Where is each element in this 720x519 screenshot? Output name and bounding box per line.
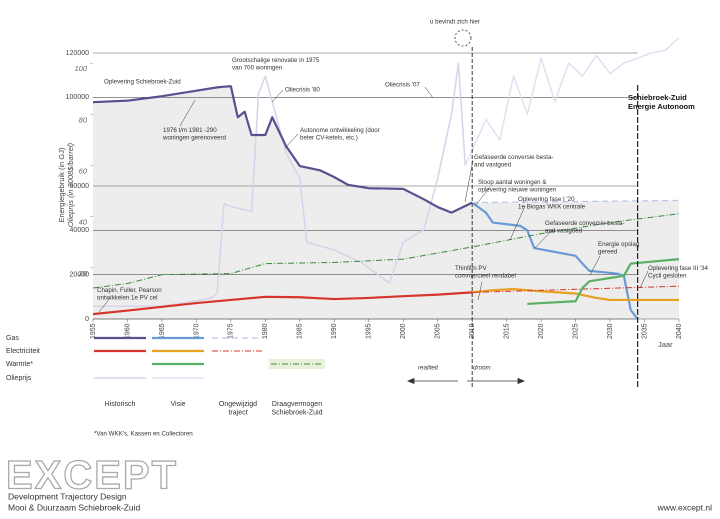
arrows — [406, 29, 526, 385]
footer-subtitle: Mooi & Duurzaam Schiebroek-Zuid — [8, 502, 141, 512]
leader-line — [477, 281, 483, 301]
y2-tick-label: 80 — [79, 115, 88, 124]
annotation: Gefaseerde conversie besta-and vastgoed — [545, 220, 624, 234]
x-tick-label: 1980 — [262, 323, 269, 339]
plot: 0200004000060000100000120000204060801001… — [6, 19, 709, 417]
x-tick-label: 1970 — [193, 323, 200, 339]
x-tick-label: 2015 — [503, 323, 510, 339]
area — [93, 86, 473, 319]
leader-line — [98, 297, 111, 313]
leader-line — [589, 255, 601, 276]
series-line — [92, 85, 473, 214]
leader-line — [179, 99, 196, 127]
footer-title: Development Trajectory Design — [8, 491, 127, 501]
y2-axis-title: Olieprijs (in 2008$/barrel) — [66, 142, 75, 227]
y-tick-label: 0 — [85, 316, 89, 323]
arrow-head — [517, 377, 526, 385]
leader-line — [534, 228, 554, 249]
x-tick-label: 1995 — [366, 323, 373, 339]
series-line — [92, 291, 473, 316]
leader-line — [474, 186, 491, 207]
leader-line — [284, 133, 299, 149]
leader-line — [424, 86, 434, 99]
leader-line — [639, 270, 649, 289]
x-axis-title: Jaar — [658, 340, 673, 349]
x-tick-label: 2020 — [538, 323, 545, 339]
annotation: u bevindt zich hier — [430, 19, 480, 26]
x-tick-label: 2040 — [676, 323, 683, 339]
y-tick-label: 40000 — [70, 227, 90, 234]
y-tick-label: 20000 — [70, 272, 90, 279]
annotation: Oliecrisis '80 — [285, 87, 320, 94]
reality-label: realiteit — [418, 365, 438, 372]
annotation: Gefaseerde conversie besta-and vastgoed — [474, 154, 553, 168]
y2-tick-label: 40 — [79, 218, 88, 227]
x-tick-label: 2025 — [572, 323, 579, 339]
annotation: Oliecrisis '07 — [385, 82, 420, 89]
y-tick-label: 60000 — [70, 183, 90, 190]
leader-line — [509, 205, 526, 241]
annotation: Grootschalige renovatie in 1975 van 700 w… — [232, 57, 320, 71]
x-tick-label: 1985 — [297, 323, 304, 339]
annotation: Thinfilm PV commercieel rendabel — [455, 265, 516, 279]
series-line — [472, 285, 680, 293]
series-line — [464, 37, 680, 166]
annotation: Oplevering fase I '20 1e Biogas WKK centr… — [518, 196, 586, 210]
x-tick-label: 2030 — [607, 323, 614, 339]
x-tick-label: 1990 — [331, 323, 338, 339]
legend-column-label: Ongewijzigd traject — [219, 401, 257, 416]
y-axis-title: Energiegebruik (in GJ) — [57, 147, 66, 223]
series-line — [527, 258, 680, 306]
footnote: *Van WKK's, Kassen en Collectoren — [94, 431, 193, 438]
x-tick-label: 2000 — [400, 323, 407, 339]
logo: EXCEPT — [6, 454, 178, 498]
x-tick-label: 2005 — [435, 323, 442, 339]
series-line — [472, 199, 680, 204]
annotation: Oplevering Schiebroek-Zuid — [104, 79, 181, 86]
legend-row-label: Electriciteit — [6, 348, 40, 355]
dream-label: droom — [473, 365, 491, 372]
x-tick-label: 2035 — [641, 323, 648, 339]
autonomy-label: Schiebroek-Zuid Energie Autonoom — [628, 93, 695, 111]
legend-row-label: Gas — [6, 335, 19, 342]
y2-tick-label: 60 — [79, 167, 88, 176]
legend-column-label: Draagvermogen Schiebroek-Zuid — [272, 401, 323, 416]
annotation: Sloop aantal woningen & oplevering nieuwe… — [478, 179, 557, 193]
legend-row-label: Warmte* — [6, 361, 33, 368]
annotation: Chapin, Fuller, Pearson ontwikkelen 1e PV… — [97, 287, 162, 301]
legend-column-label: Visie — [170, 401, 185, 408]
x-tick-label: 1975 — [228, 323, 235, 339]
x-tick-label: 1965 — [159, 323, 166, 339]
leader-line — [464, 159, 474, 203]
y-tick-label: 120000 — [66, 50, 89, 57]
leader-line — [271, 89, 284, 103]
series-line — [92, 213, 680, 289]
legend-column-label: Historisch — [105, 401, 136, 408]
annotation: Autonome ontwikkeling (door beter CV-kete… — [300, 127, 380, 141]
y-tick-label: 100000 — [66, 94, 89, 101]
legend-row-label: Olieprijs — [6, 375, 32, 382]
x-tick-label: 1955 — [90, 323, 97, 339]
y2-tick-label: 20 — [78, 269, 88, 278]
here-circle — [454, 29, 472, 47]
series-line — [472, 287, 679, 302]
footer-url: www.except.nl — [657, 502, 712, 512]
x-tick-label: 1960 — [124, 323, 131, 339]
annotation: Energie opslag gereed — [598, 241, 640, 255]
annotation: Oplevering fase III '34 Cycli gesloten — [648, 265, 709, 279]
arrow-head — [406, 377, 415, 385]
y2-tick-label: 100 — [74, 64, 87, 73]
annotation: 1976 t/m 1981 -290 woningen gerenoveerd — [162, 127, 227, 141]
